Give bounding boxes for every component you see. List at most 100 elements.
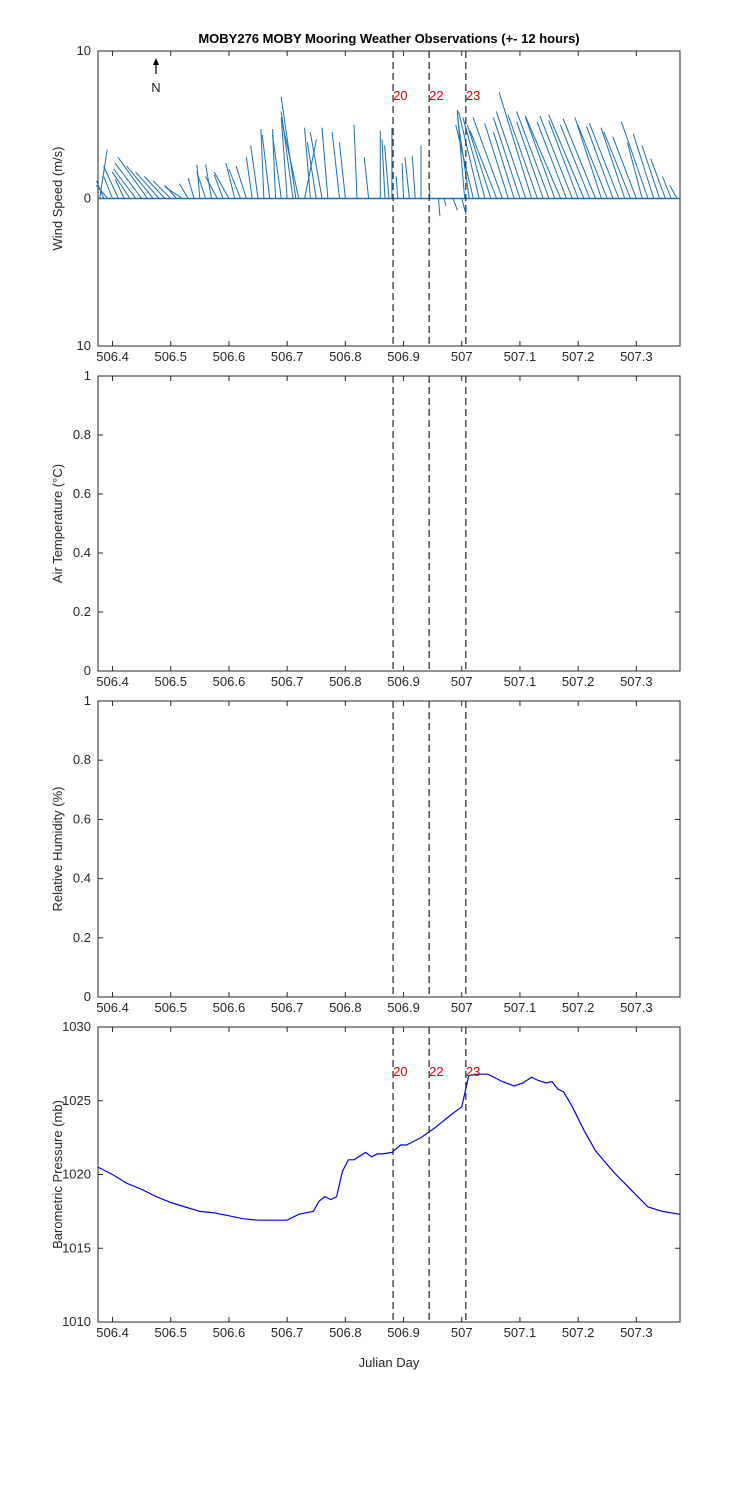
wind-stick bbox=[669, 184, 678, 199]
wind-stick bbox=[245, 157, 253, 199]
wind-stick bbox=[178, 183, 189, 199]
figure-title: MOBY276 MOBY Mooring Weather Observation… bbox=[198, 31, 579, 46]
x-tick-label: 506.7 bbox=[271, 349, 304, 364]
wind-stick bbox=[111, 171, 131, 199]
wind-stick bbox=[411, 155, 416, 199]
wind-stick bbox=[126, 165, 154, 199]
x-tick-label: 507.3 bbox=[620, 1325, 653, 1340]
x-tick-label: 507 bbox=[451, 674, 473, 689]
wind-stick bbox=[205, 176, 218, 199]
x-tick-label: 507.1 bbox=[504, 349, 537, 364]
panel-air_temperature: 506.4 506.5 506.6 506.7 506.8 506.9 507 507.1 50… bbox=[50, 368, 681, 689]
wind-stick bbox=[661, 176, 672, 199]
wind-stick bbox=[495, 111, 527, 199]
x-tick-label: 506.9 bbox=[387, 1000, 420, 1015]
wind-stick bbox=[309, 132, 323, 199]
y-tick-label: 0 bbox=[84, 989, 91, 1004]
wind-stick bbox=[507, 114, 538, 199]
wind-stick bbox=[452, 198, 458, 211]
x-tick-label: 507.3 bbox=[620, 674, 653, 689]
wind-stick bbox=[103, 165, 119, 199]
x-tick-label: 506.4 bbox=[96, 1000, 129, 1015]
panel-relative_humidity: 506.4 506.5 506.6 506.7 506.8 506.9 507 507.1 50… bbox=[50, 693, 681, 1015]
x-tick-label: 506.5 bbox=[154, 349, 187, 364]
wind-stick bbox=[562, 118, 597, 199]
y-tick-label: 0.8 bbox=[73, 427, 91, 442]
y-tick-label: 1 bbox=[84, 693, 91, 708]
wind-stick bbox=[588, 123, 620, 199]
wind-stick bbox=[152, 180, 172, 199]
event-marker-label: 20 bbox=[393, 1064, 407, 1079]
wind-stick bbox=[498, 92, 533, 199]
y-tick-label: 0.6 bbox=[73, 486, 91, 501]
y-axis-label: Relative Humidity (%) bbox=[50, 787, 65, 912]
wind-stick bbox=[114, 179, 125, 199]
x-tick-label: 507 bbox=[451, 1000, 473, 1015]
x-tick-label: 507.1 bbox=[504, 1000, 537, 1015]
wind-stick bbox=[353, 124, 358, 199]
x-tick-label: 506.9 bbox=[387, 1325, 420, 1340]
wind-stick bbox=[548, 120, 579, 199]
wind-stick bbox=[524, 117, 556, 199]
wind-stick bbox=[612, 136, 637, 199]
wind-stick bbox=[363, 157, 370, 199]
wind-stick bbox=[213, 174, 224, 199]
event-marker-label: 20 bbox=[393, 88, 407, 103]
x-tick-label: 507.2 bbox=[562, 1000, 595, 1015]
x-tick-label: 507.3 bbox=[620, 1000, 653, 1015]
wind-stick bbox=[164, 184, 177, 199]
wind-stick bbox=[260, 129, 265, 199]
wind-stick bbox=[235, 165, 247, 199]
wind-stick bbox=[404, 157, 410, 199]
north-arrow-icon bbox=[153, 58, 159, 74]
wind-stick bbox=[650, 158, 666, 199]
wind-stick bbox=[143, 176, 166, 199]
x-tick-label: 506.4 bbox=[96, 349, 129, 364]
wind-stick bbox=[196, 171, 207, 199]
wind-stick bbox=[164, 186, 183, 199]
x-tick-label: 507.2 bbox=[562, 1325, 595, 1340]
wind-stick bbox=[114, 162, 143, 199]
y-tick-label: 1015 bbox=[62, 1240, 91, 1255]
wind-stick bbox=[516, 111, 550, 199]
y-tick-label: 0 bbox=[84, 191, 91, 206]
y-tick-label: 1025 bbox=[62, 1093, 91, 1108]
y-tick-label: 10 bbox=[77, 338, 91, 353]
wind-stick bbox=[225, 162, 236, 199]
x-tick-label: 506.8 bbox=[329, 1325, 362, 1340]
pressure-line bbox=[97, 1073, 681, 1221]
x-axis-label: Julian Day bbox=[359, 1355, 420, 1370]
wind-stick bbox=[469, 130, 498, 199]
wind-stick bbox=[95, 184, 109, 199]
panel-wind: 506.4 506.5 506.6 506.7 506.8 506.9 507 507.1 50… bbox=[50, 43, 681, 364]
y-tick-label: 1010 bbox=[62, 1314, 91, 1329]
wind-stick bbox=[304, 139, 317, 199]
wind-stick bbox=[331, 132, 341, 199]
x-tick-label: 507.3 bbox=[620, 349, 653, 364]
y-tick-label: 1020 bbox=[62, 1167, 91, 1182]
x-tick-label: 507 bbox=[451, 349, 473, 364]
axes-box bbox=[97, 1026, 681, 1323]
wind-stick bbox=[524, 115, 562, 199]
axes-box bbox=[97, 700, 681, 998]
x-tick-label: 507.1 bbox=[504, 1325, 537, 1340]
x-tick-label: 506.6 bbox=[213, 674, 246, 689]
wind-stick bbox=[338, 142, 346, 199]
wind-stick bbox=[536, 121, 567, 199]
y-tick-label: 1 bbox=[84, 368, 91, 383]
x-tick-label: 506.6 bbox=[213, 1325, 246, 1340]
wind-stick bbox=[381, 139, 386, 199]
wind-stick bbox=[462, 117, 486, 199]
wind-stick bbox=[548, 114, 585, 199]
wind-stick bbox=[466, 124, 492, 199]
wind-stick bbox=[641, 145, 661, 199]
wind-stick bbox=[586, 126, 614, 199]
wind-stick bbox=[559, 124, 591, 199]
x-tick-label: 506.7 bbox=[271, 1000, 304, 1015]
y-tick-label: 0.4 bbox=[73, 545, 91, 560]
wind-stick bbox=[113, 168, 137, 199]
north-label: N bbox=[151, 80, 160, 95]
x-tick-label: 506.4 bbox=[96, 674, 129, 689]
wind-stick bbox=[461, 198, 467, 215]
wind-stick bbox=[196, 164, 201, 199]
